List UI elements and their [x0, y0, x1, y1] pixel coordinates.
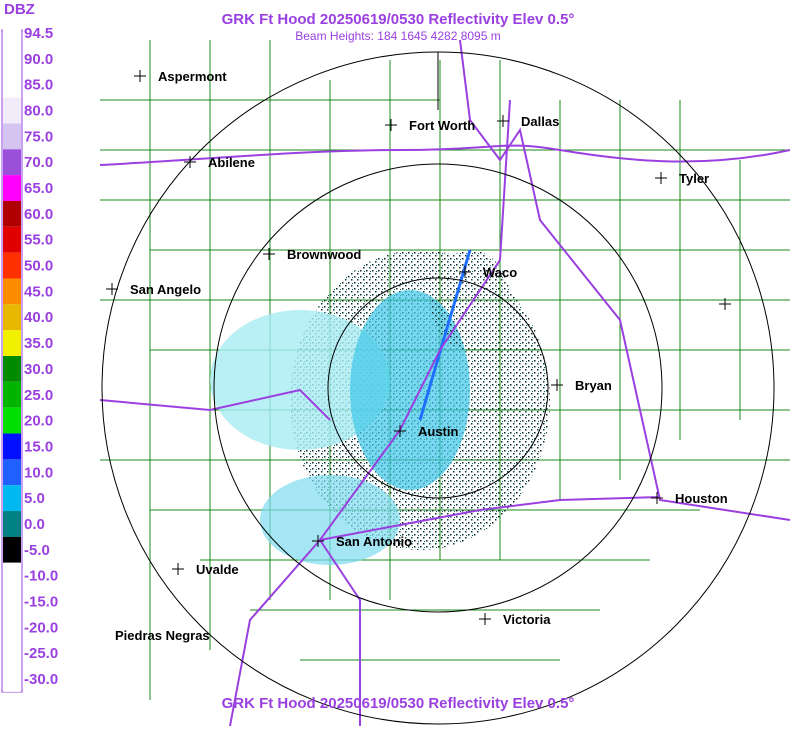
- city-marker: [394, 425, 406, 437]
- legend-swatch: [3, 407, 21, 434]
- legend-label: 70.0: [24, 154, 53, 171]
- legend-label: 10.0: [24, 464, 53, 481]
- city-label: San Antonio: [336, 534, 412, 549]
- city-marker: [106, 283, 118, 295]
- legend-label: 25.0: [24, 387, 53, 404]
- city-label: Fort Worth: [409, 118, 475, 133]
- legend-swatch: [3, 226, 21, 253]
- legend-label: 50.0: [24, 258, 53, 275]
- legend-label: 5.0: [24, 490, 45, 507]
- legend-label: 30.0: [24, 361, 53, 378]
- legend-swatch: [3, 640, 21, 667]
- city-marker: [651, 492, 663, 504]
- city-marker: [551, 379, 563, 391]
- footer-title: GRK Ft Hood 20250619/0530 Reflectivity E…: [222, 695, 575, 712]
- title: GRK Ft Hood 20250619/0530 Reflectivity E…: [222, 11, 575, 28]
- legend-swatch: [3, 536, 21, 563]
- legend-label: 85.0: [24, 77, 53, 94]
- legend-label: 90.0: [24, 51, 53, 68]
- echoes: [210, 249, 550, 565]
- legend-swatch: [3, 511, 21, 537]
- legend-swatch: [3, 666, 21, 692]
- legend-label: -5.0: [24, 542, 50, 559]
- legend-swatch: [3, 330, 21, 356]
- legend-swatch: [3, 252, 21, 279]
- legend-label: -30.0: [24, 671, 58, 688]
- city-label: Dallas: [521, 114, 559, 129]
- legend-swatch: [3, 45, 21, 72]
- legend-label: 40.0: [24, 309, 53, 326]
- legend-label: -20.0: [24, 619, 58, 636]
- legend-swatch: [3, 97, 21, 124]
- legend-swatch: [3, 304, 21, 331]
- range-rings: [101, 51, 775, 725]
- legend-label: 65.0: [24, 180, 53, 197]
- legend-label: -15.0: [24, 593, 58, 610]
- city-marker: [385, 119, 397, 131]
- city-label: Aspermont: [158, 69, 227, 84]
- city-marker: [719, 298, 731, 310]
- legend-swatch: [3, 123, 21, 150]
- legend-swatch: [3, 356, 21, 382]
- city-label: Houston: [675, 491, 728, 506]
- legend: 94.5 90.0 85.0 80.0 75.0 70.0 65.0 60.0 55.0 50.0…: [1, 20, 58, 693]
- legend-label: 45.0: [24, 283, 53, 300]
- legend-swatch: [3, 20, 21, 46]
- legend-swatch: [3, 149, 21, 176]
- legend-swatch: [3, 381, 21, 408]
- legend-swatch: [3, 200, 21, 227]
- legend-label: 0.0: [24, 516, 45, 533]
- legend-swatch: [3, 433, 21, 460]
- cities: Aspermont Fort Worth Dallas Abilene Tyler Bro…: [106, 69, 731, 643]
- city-marker: [479, 613, 491, 625]
- city-marker: [655, 172, 667, 184]
- subtitle: Beam Heights: 184 1645 4282 8095 m: [295, 29, 500, 43]
- legend-label: 15.0: [24, 438, 53, 455]
- legend-label: 55.0: [24, 232, 53, 249]
- city-label: Victoria: [503, 612, 551, 627]
- city-label: Uvalde: [196, 562, 239, 577]
- city-marker: [497, 115, 509, 127]
- legend-swatch: [3, 175, 21, 201]
- legend-label: 80.0: [24, 103, 53, 120]
- city-label: San Angelo: [130, 282, 201, 297]
- city-label: Tyler: [679, 171, 709, 186]
- city-label: Austin: [418, 424, 459, 439]
- city-marker: [459, 266, 471, 278]
- legend-swatch: [3, 588, 21, 615]
- legend-label: -10.0: [24, 568, 58, 585]
- city-label: Waco: [483, 265, 517, 280]
- legend-unit: DBZ: [4, 1, 35, 18]
- legend-swatch: [3, 459, 21, 486]
- city-label: Abilene: [208, 155, 255, 170]
- legend-swatch: [3, 614, 21, 641]
- legend-label: 60.0: [24, 206, 53, 223]
- city-label: Bryan: [575, 378, 612, 393]
- city-marker: [172, 563, 184, 575]
- city-marker: [312, 535, 324, 547]
- city-marker: [263, 248, 275, 260]
- legend-swatch: [3, 71, 21, 98]
- city-label: Brownwood: [287, 247, 361, 262]
- legend-label: -25.0: [24, 645, 58, 662]
- legend-label: 94.5: [24, 25, 53, 42]
- legend-label: 20.0: [24, 413, 53, 430]
- legend-label: 35.0: [24, 335, 53, 352]
- legend-swatch: [3, 278, 21, 305]
- city-marker: [184, 156, 196, 168]
- city-marker: [134, 70, 146, 82]
- legend-label: 75.0: [24, 128, 53, 145]
- legend-swatch: [3, 485, 21, 512]
- city-label: Piedras Negras: [115, 628, 210, 643]
- legend-swatch: [3, 562, 21, 589]
